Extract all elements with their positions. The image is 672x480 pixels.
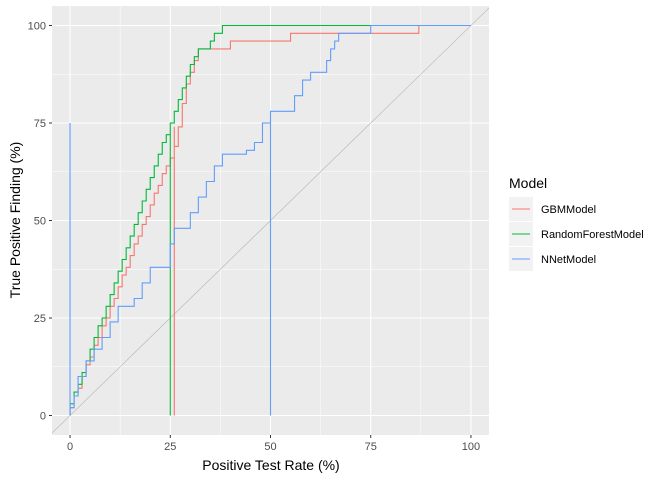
legend-title: Model: [509, 175, 547, 191]
axis-ticks: 0 25 50 75 100 0 25 50 75 100: [28, 21, 480, 454]
y-tick-label: 50: [34, 216, 46, 228]
y-tick-label: 100: [28, 21, 46, 33]
legend-items: GBMModel RandomForestModel NNetModel: [509, 197, 644, 271]
x-tick-label: 50: [264, 441, 276, 453]
x-tick-label: 25: [164, 441, 176, 453]
x-tick-label: 75: [365, 441, 377, 453]
x-tick-label: 100: [462, 441, 480, 453]
y-tick-label: 25: [34, 313, 46, 325]
y-axis-title: True Positive Finding (%): [7, 142, 23, 299]
legend-label-NNetModel: NNetModel: [541, 254, 596, 266]
series-line-RandomForestModel: [69, 24, 471, 416]
series-line-NNetModel: [69, 24, 471, 416]
x-axis-title: Positive Test Rate (%): [202, 457, 339, 473]
legend-label-GBMModel: GBMModel: [541, 204, 596, 216]
y-tick-label: 0: [40, 411, 46, 423]
x-tick-label: 0: [67, 441, 73, 453]
y-tick-label: 75: [34, 118, 46, 130]
legend-label-RandomForestModel: RandomForestModel: [541, 229, 644, 241]
legend: Model GBMModel RandomForestModel NNetModel: [509, 175, 644, 271]
series-lines: [69, 24, 471, 416]
